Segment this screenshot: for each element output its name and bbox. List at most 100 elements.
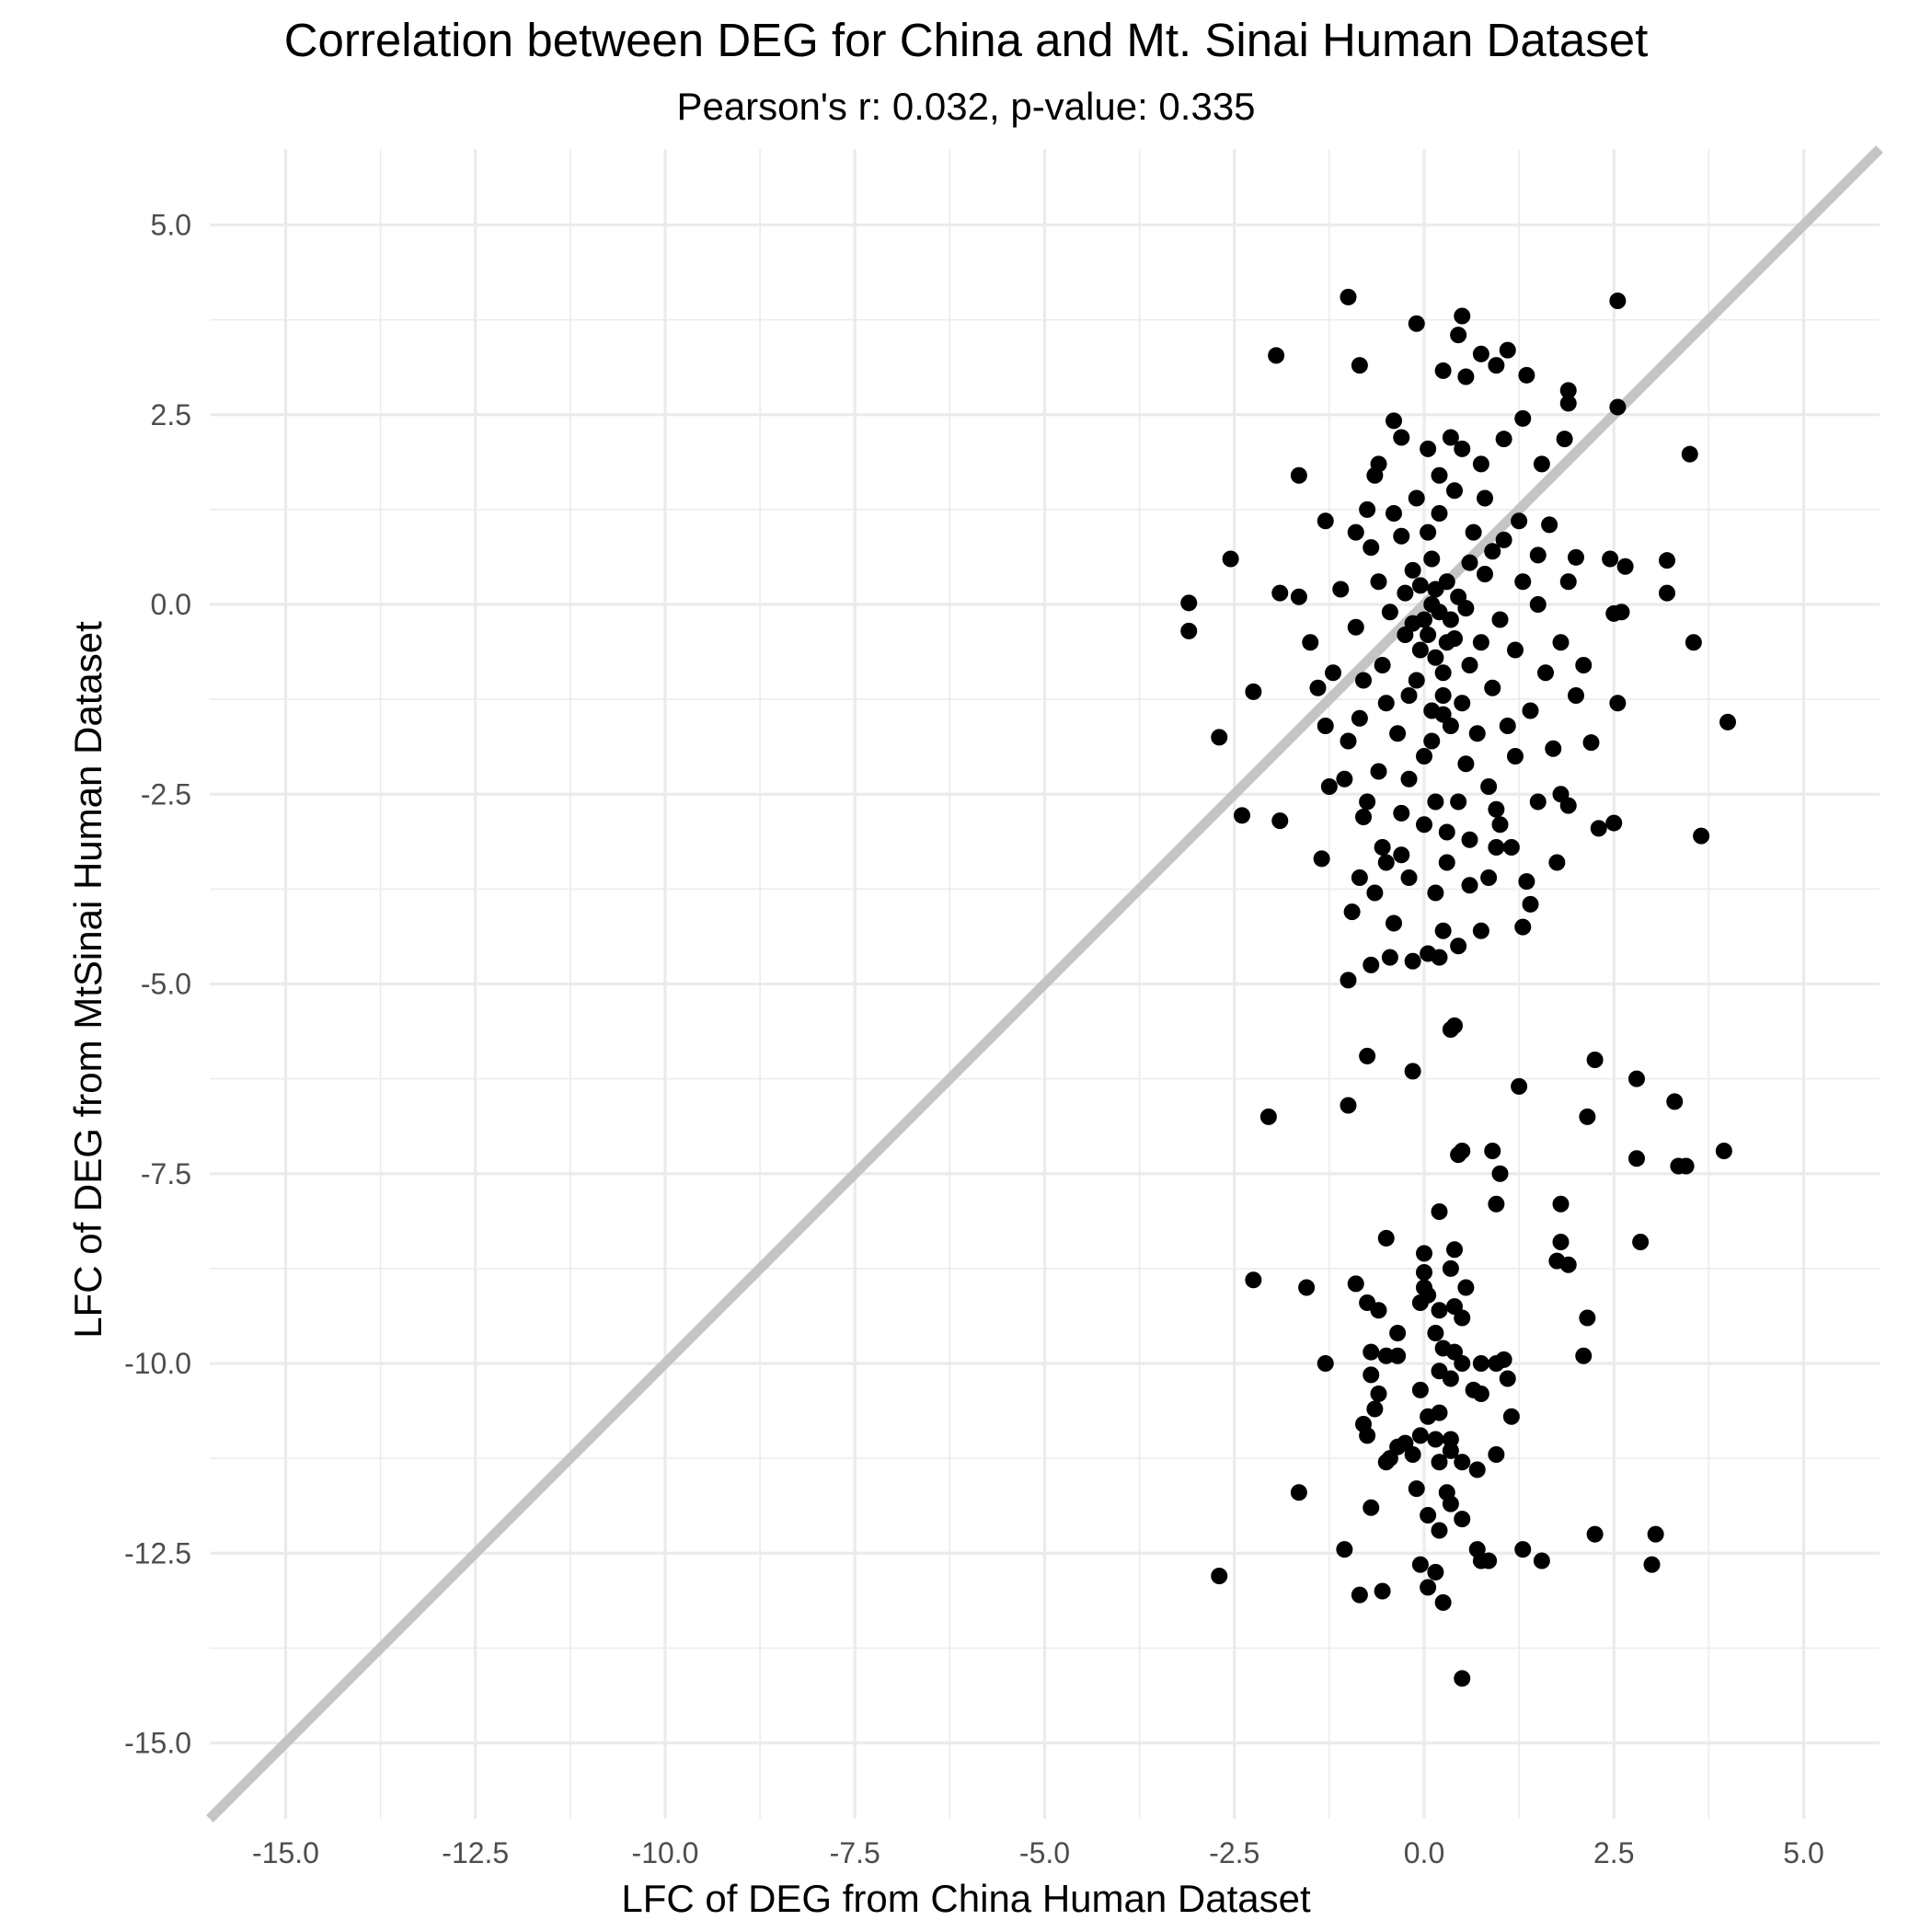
data-point (1491, 816, 1509, 834)
data-point (1442, 1495, 1459, 1512)
data-point (1502, 1408, 1520, 1425)
data-point (1484, 1143, 1501, 1159)
data-point (1347, 1275, 1364, 1293)
data-point (1427, 649, 1444, 666)
data-point (1377, 1454, 1395, 1471)
data-point (1351, 357, 1368, 374)
data-point (1211, 1568, 1228, 1584)
data-point (1427, 884, 1444, 902)
data-point (1374, 839, 1391, 856)
data-point (1457, 600, 1475, 617)
data-point (1495, 1351, 1512, 1368)
data-point (1602, 550, 1619, 568)
data-point (1442, 1442, 1459, 1459)
data-point (1359, 500, 1376, 518)
y-tick-label: -10.0 (124, 1347, 191, 1380)
reference-line-group (206, 145, 1883, 1823)
data-point (1559, 797, 1577, 814)
data-point (1446, 630, 1463, 648)
data-point (1408, 315, 1425, 332)
data-point (1537, 664, 1554, 682)
data-point (1400, 869, 1418, 886)
data-point (1533, 1552, 1550, 1570)
data-point (1507, 641, 1524, 659)
data-point (1442, 429, 1459, 446)
data-point (1408, 672, 1425, 689)
data-point (1386, 412, 1402, 430)
data-point (1290, 466, 1307, 484)
data-point (1488, 839, 1505, 856)
data-point (1442, 1021, 1459, 1038)
data-point (1454, 1511, 1471, 1528)
x-tick-label: -5.0 (1019, 1836, 1070, 1869)
data-point (1222, 550, 1239, 568)
data-point (1366, 884, 1384, 902)
data-point (1461, 877, 1478, 894)
data-point (1446, 482, 1463, 500)
data-point (1507, 748, 1524, 765)
data-point (1370, 1386, 1387, 1402)
data-point (1465, 523, 1482, 541)
data-point (1393, 846, 1410, 864)
data-point (1393, 429, 1410, 446)
y-tick-label: 5.0 (151, 209, 191, 242)
data-point (1370, 1302, 1387, 1319)
x-axis-ticks: -15.0 -12.5 -10.0 -7.5 -5.0 -2.5 0.0 2.5 5.0 (252, 1836, 1824, 1869)
data-point (1438, 854, 1455, 871)
data-point (1420, 1507, 1437, 1524)
chart-title: Correlation between DEG for China and Mt… (283, 14, 1649, 66)
data-point (1408, 489, 1425, 507)
data-point (1609, 695, 1627, 712)
data-point (1359, 793, 1376, 811)
data-point (1423, 732, 1441, 750)
data-points (1180, 288, 1736, 1687)
data-point (1427, 1325, 1444, 1341)
data-point (1579, 1309, 1596, 1327)
data-point (1677, 1157, 1695, 1175)
data-point (1568, 548, 1584, 566)
data-point (1488, 357, 1505, 374)
data-point (1404, 615, 1421, 632)
data-point (1325, 664, 1341, 682)
data-point (1518, 873, 1535, 891)
data-point (1351, 709, 1368, 727)
data-point (1590, 820, 1607, 837)
data-point (1454, 1309, 1471, 1327)
data-point (1363, 1499, 1380, 1516)
data-point (1245, 683, 1262, 700)
data-point (1529, 793, 1547, 811)
data-point (1693, 827, 1710, 845)
data-point (1431, 1454, 1448, 1471)
data-point (1681, 445, 1698, 463)
data-point (1552, 634, 1570, 651)
data-point (1343, 903, 1361, 921)
y-tick-label: 2.5 (151, 398, 191, 431)
data-point (1377, 1347, 1395, 1364)
data-point (1366, 466, 1384, 484)
data-point (1659, 552, 1675, 569)
data-point (1522, 895, 1539, 913)
data-point (1370, 573, 1387, 591)
data-point (1454, 307, 1471, 325)
data-point (1404, 952, 1421, 970)
data-point (1442, 1370, 1459, 1387)
data-point (1529, 546, 1547, 564)
data-point (1431, 604, 1448, 621)
data-point (1559, 395, 1577, 412)
data-point (1719, 713, 1736, 730)
x-tick-label: 0.0 (1404, 1836, 1444, 1869)
data-point (1351, 1586, 1368, 1604)
data-point (1632, 1234, 1650, 1250)
x-tick-label: -2.5 (1209, 1836, 1259, 1869)
y-axis-ticks: 5.0 2.5 0.0 -2.5 -5.0 -7.5 -10.0 -12.5 -15.0 (124, 209, 191, 1760)
data-point (1374, 1582, 1391, 1600)
data-point (1472, 455, 1489, 473)
data-point (1302, 634, 1319, 651)
data-point (1400, 687, 1418, 704)
data-point (1548, 854, 1566, 871)
data-point (1434, 706, 1452, 723)
data-point (1317, 1355, 1334, 1372)
data-point (1484, 543, 1501, 560)
